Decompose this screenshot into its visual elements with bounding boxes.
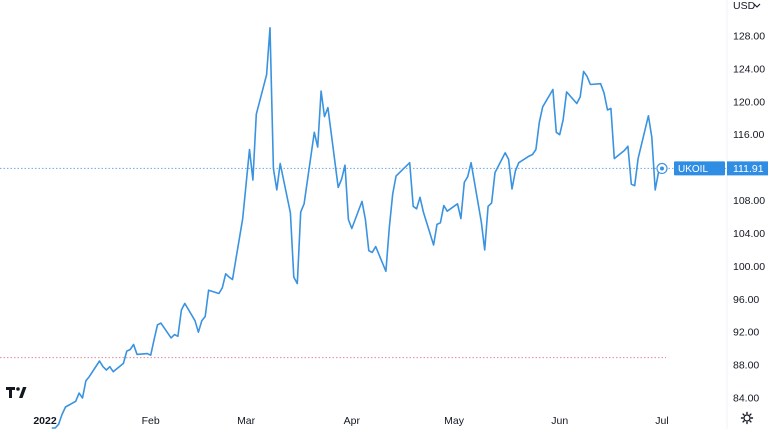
last-point-marker[interactable] [656, 162, 668, 175]
x-tick-label: May [444, 415, 465, 427]
series-name-tag: UKOIL [674, 161, 725, 176]
x-tick-label: Jun [551, 415, 568, 427]
y-tick-label: 100.00 [733, 261, 765, 273]
y-tick-label: 88.00 [733, 360, 759, 372]
y-tick-label: 92.00 [733, 327, 759, 339]
x-axis-ticks: 2022 Feb Mar Apr May Jun Jul [33, 415, 668, 427]
y-tick-label: 84.00 [733, 393, 759, 405]
y-tick-label: 116.00 [733, 129, 764, 141]
series-line-ukoil [51, 27, 663, 429]
y-tick-label: 108.00 [733, 195, 765, 207]
y-axis-ticks: 84.00 88.00 92.00 96.00 100.00 104.00 108.00 11… [733, 31, 765, 405]
x-tick-label: Jul [655, 415, 668, 427]
series-name-label: UKOIL [678, 164, 708, 175]
last-value-tag: 111.91 [727, 161, 768, 176]
currency-selector[interactable]: USD [733, 0, 761, 12]
currency-label[interactable]: USD [733, 0, 756, 12]
last-value-label: 111.91 [733, 163, 764, 175]
y-tick-label: 104.00 [733, 228, 765, 240]
y-tick-label: 124.00 [733, 63, 765, 75]
last-point-dot [660, 166, 664, 171]
chevron-down-icon[interactable] [753, 3, 761, 8]
x-tick-label: Mar [237, 415, 256, 427]
series-name-tag-bg [674, 161, 725, 176]
y-tick-label: 128.00 [733, 31, 765, 43]
reference-lines [0, 167, 727, 359]
last-value-tag-bg [727, 161, 768, 176]
gear-icon[interactable] [740, 411, 754, 425]
x-tick-label: Apr [344, 415, 361, 427]
tradingview-logo-icon[interactable] [6, 387, 27, 398]
x-tick-label: Feb [142, 415, 160, 427]
x-tick-label: 2022 [33, 415, 57, 427]
y-tick-label: 96.00 [733, 294, 759, 306]
y-tick-label: 120.00 [733, 96, 765, 108]
